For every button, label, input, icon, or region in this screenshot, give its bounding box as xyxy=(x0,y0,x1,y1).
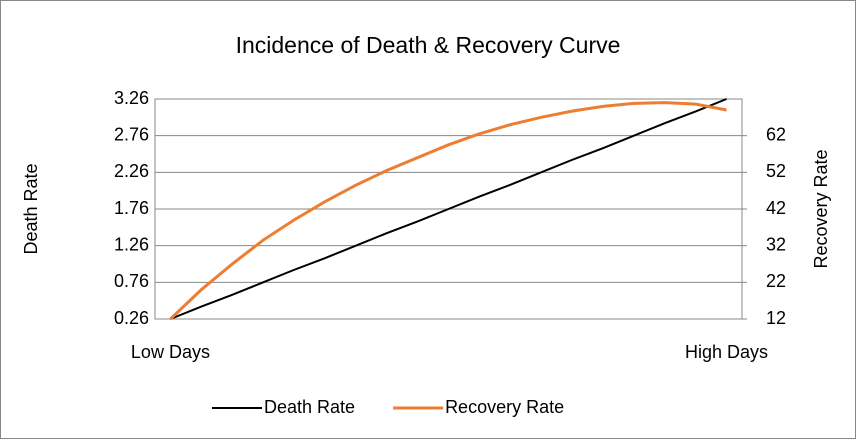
y-tick-label: 2.76 xyxy=(114,124,149,144)
y-axis-label: Death Rate xyxy=(21,163,41,254)
y2-tick-label: 42 xyxy=(766,198,786,218)
x-tick-label: Low Days xyxy=(131,342,210,362)
plot-frame xyxy=(154,98,743,320)
y2-tick-label: 62 xyxy=(766,124,786,144)
y-tick-label: 0.26 xyxy=(114,308,149,328)
y-tick-label: 3.26 xyxy=(114,88,149,108)
x-tick-label: High Days xyxy=(685,342,768,362)
series-line xyxy=(169,101,727,321)
y2-tick-label: 32 xyxy=(766,234,786,254)
series-line xyxy=(170,98,727,320)
y2-tick-label: 12 xyxy=(766,308,786,328)
y-tick-label: 2.26 xyxy=(114,161,149,181)
legend-label: Recovery Rate xyxy=(445,397,564,417)
y2-tick-label: 52 xyxy=(766,161,786,181)
y-tick-label: 0.76 xyxy=(114,271,149,291)
chart-title: Incidence of Death & Recovery Curve xyxy=(236,32,621,58)
y2-axis-label: Recovery Rate xyxy=(811,149,831,268)
y-tick-label: 1.26 xyxy=(114,234,149,254)
y2-tick-label: 22 xyxy=(766,271,786,291)
y-tick-label: 1.76 xyxy=(114,198,149,218)
legend-label: Death Rate xyxy=(264,397,355,417)
